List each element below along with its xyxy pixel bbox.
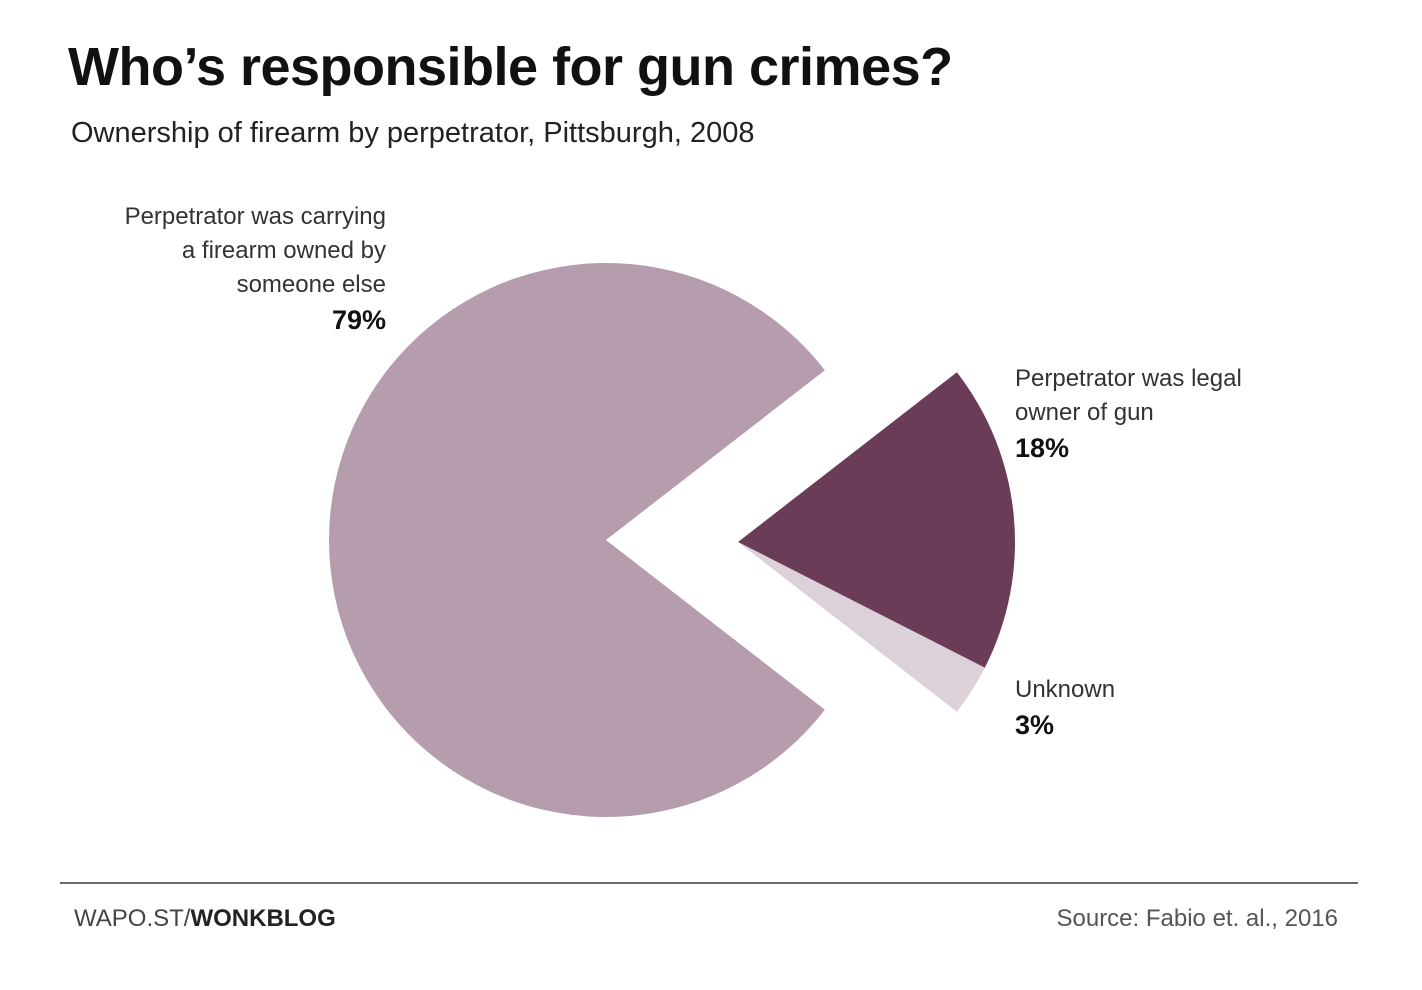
- footer-source: Source: Fabio et. al., 2016: [1056, 905, 1338, 932]
- slice-value-unknown: 3%: [1015, 710, 1055, 740]
- footer-credit-brand: WONKBLOG: [190, 905, 336, 932]
- slice-label-someone-else: Perpetrator was carrying a firearm owned…: [86, 200, 386, 338]
- chart-subtitle: Ownership of firearm by perpetrator, Pit…: [71, 117, 755, 149]
- pie-slice-legal-owner: [738, 372, 1016, 668]
- footer-credit: WAPO.ST/WONKBLOG: [74, 905, 336, 933]
- slice-label-someone-else-line-3: someone else: [236, 271, 386, 298]
- slice-label-legal-owner: Perpetrator was legal owner of gun 18%: [1015, 362, 1295, 466]
- slice-label-unknown-line-1: Unknown: [1015, 676, 1116, 703]
- slice-value-someone-else: 79%: [331, 305, 386, 335]
- chart-title: Who’s responsible for gun crimes?: [68, 37, 953, 97]
- slice-label-unknown: Unknown 3%: [1015, 673, 1215, 743]
- slice-value-legal-owner: 18%: [1015, 433, 1070, 463]
- slice-label-someone-else-line-2: a firearm owned by: [181, 237, 386, 264]
- footer-divider: [60, 882, 1358, 884]
- pie-slice-unknown: [738, 542, 985, 712]
- slice-label-legal-owner-line-1: Perpetrator was legal: [1015, 365, 1242, 392]
- slice-label-legal-owner-line-2: owner of gun: [1015, 399, 1154, 426]
- footer-credit-prefix: WAPO.ST/: [74, 905, 191, 932]
- pie-slice-someone-else: [329, 263, 825, 818]
- slice-label-someone-else-line-1: Perpetrator was carrying: [124, 203, 386, 230]
